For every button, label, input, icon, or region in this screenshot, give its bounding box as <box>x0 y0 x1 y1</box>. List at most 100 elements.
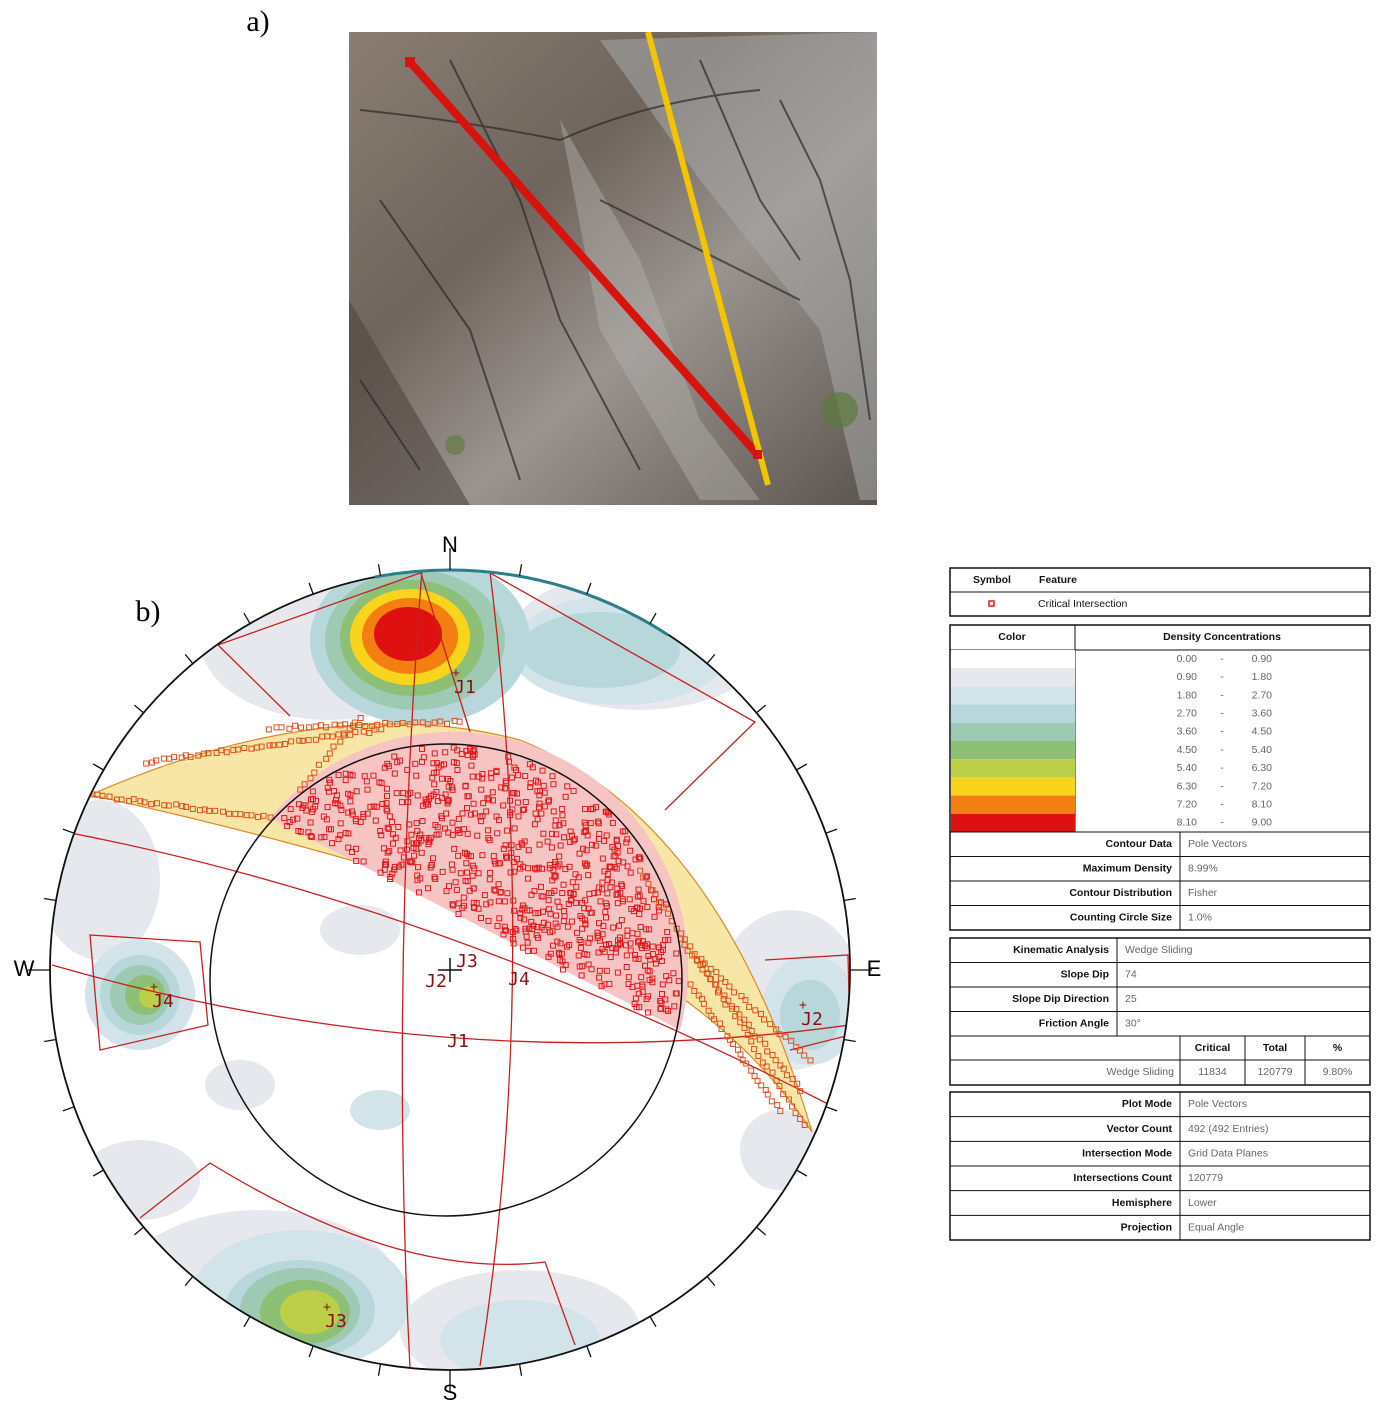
tick-mark <box>650 1316 656 1326</box>
tick-mark <box>587 1346 591 1357</box>
tick-mark <box>519 564 521 576</box>
intersection-point <box>457 719 462 724</box>
contour <box>80 1140 200 1220</box>
tick-mark <box>650 613 656 623</box>
intersection-point <box>161 756 166 761</box>
table-text: 1.80 <box>1252 671 1273 683</box>
tick-mark <box>44 1039 56 1041</box>
pole-marker: + <box>323 1299 331 1315</box>
table-text: 74 <box>1125 969 1137 981</box>
table-text: - <box>1220 780 1224 792</box>
table-text: Pole Vectors <box>1188 838 1247 850</box>
table-text: Friction Angle <box>1039 1018 1109 1030</box>
tick-mark <box>93 1170 103 1176</box>
table-text: Grid Data Planes <box>1188 1147 1268 1159</box>
tick-mark <box>756 1227 765 1235</box>
table-text: 8.10 <box>1177 817 1198 829</box>
table-text: 30° <box>1125 1018 1141 1030</box>
tick-mark <box>63 1107 74 1111</box>
tick-mark <box>587 583 591 594</box>
table-text: - <box>1220 689 1224 701</box>
table-text: - <box>1220 744 1224 756</box>
table-text: 8.99% <box>1188 863 1218 875</box>
set-label: J1 <box>447 1031 469 1052</box>
table-text: Symbol <box>973 574 1011 586</box>
table-text: Slope Dip <box>1061 969 1109 981</box>
table-text: Projection <box>1121 1221 1172 1233</box>
stereonet: NESWJ1+J2+J3+J4+J1J2J3J4 <box>14 532 882 1405</box>
table-text: - <box>1220 707 1224 719</box>
contour <box>205 1060 275 1110</box>
compass-label: S <box>443 1380 458 1405</box>
table-text: 7.20 <box>1177 798 1198 810</box>
tick-mark <box>707 1276 715 1285</box>
table-text: Kinematic Analysis <box>1013 944 1109 956</box>
color-swatch <box>951 777 1075 795</box>
table-text: 3.60 <box>1252 707 1273 719</box>
pole-marker: + <box>799 997 807 1013</box>
color-swatch <box>951 796 1075 814</box>
table-text: - <box>1220 798 1224 810</box>
tick-mark <box>796 1170 806 1176</box>
color-swatch <box>951 650 1075 668</box>
table-text: Hemisphere <box>1112 1197 1172 1209</box>
tick-mark <box>519 1364 521 1376</box>
compass-label: W <box>14 956 35 981</box>
table-text: 1.80 <box>1177 689 1198 701</box>
intersection-point <box>299 725 304 730</box>
table-text: Contour Distribution <box>1069 887 1172 899</box>
table-text: 0.90 <box>1252 653 1273 665</box>
set-label: J3 <box>456 951 478 972</box>
tick-mark <box>844 898 856 900</box>
table-text: 492 (492 Entries) <box>1188 1123 1269 1135</box>
table-text: Feature <box>1039 574 1077 586</box>
table-text: Slope Dip Direction <box>1012 993 1109 1005</box>
table-text: 120779 <box>1188 1172 1223 1184</box>
tick-mark <box>756 705 765 713</box>
pole-marker: + <box>452 665 460 681</box>
table-text: Critical <box>1195 1042 1231 1054</box>
panel-label: a) <box>246 5 269 38</box>
table-text: Plot Mode <box>1122 1098 1172 1110</box>
tick-mark <box>826 829 837 833</box>
figure: a) b) NESWJ1+J2+J3+J4+J1J2J3J4 SymbolFea… <box>0 0 1378 1406</box>
table-text: 2.70 <box>1252 689 1273 701</box>
tick-mark <box>185 1276 193 1285</box>
table-text: Fisher <box>1188 887 1218 899</box>
table-text: Pole Vectors <box>1188 1098 1247 1110</box>
table-text: Critical Intersection <box>1038 598 1127 610</box>
intersection-point <box>274 725 279 730</box>
table-text: - <box>1220 817 1224 829</box>
color-swatch <box>951 741 1075 759</box>
table-text: Equal Angle <box>1188 1221 1244 1233</box>
tick-mark <box>244 1316 250 1326</box>
color-swatch <box>951 686 1075 704</box>
table-text: 6.30 <box>1252 762 1273 774</box>
intersection-point <box>752 1074 757 1079</box>
table-text: 5.40 <box>1177 762 1198 774</box>
compass-label: E <box>867 956 882 981</box>
tick-mark <box>796 764 806 770</box>
legend-table: Symbol Feature Critical Intersection Color D… <box>950 568 1370 1240</box>
intersection-point <box>749 1068 754 1073</box>
color-swatch <box>951 668 1075 686</box>
intersection-point <box>287 726 292 731</box>
tick-mark <box>309 1346 313 1357</box>
intersection-point <box>775 1103 780 1108</box>
table-text: Wedge Sliding <box>1125 944 1193 956</box>
table-text: Vector Count <box>1107 1123 1173 1135</box>
table-text: Intersection Mode <box>1082 1147 1172 1159</box>
table-text: 11834 <box>1198 1066 1227 1078</box>
color-swatch <box>951 814 1075 832</box>
table-text: Lower <box>1188 1197 1217 1209</box>
table-text: Density Concentrations <box>1163 631 1281 643</box>
table-text: 25 <box>1125 993 1137 1005</box>
table-text: Color <box>998 631 1025 643</box>
tick-mark <box>134 1227 143 1235</box>
contour <box>520 612 680 688</box>
table-text: Intersections Count <box>1073 1172 1172 1184</box>
set-label: J4 <box>508 969 530 990</box>
table-text: - <box>1220 762 1224 774</box>
intersection-point <box>144 761 149 766</box>
compass-label: N <box>442 532 458 557</box>
